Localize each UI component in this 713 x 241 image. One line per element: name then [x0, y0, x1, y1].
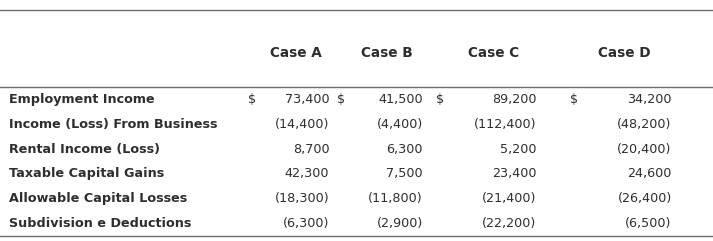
Text: 41,500: 41,500: [378, 93, 423, 106]
Text: (18,300): (18,300): [275, 192, 329, 205]
Text: Case A: Case A: [270, 46, 322, 60]
Text: $: $: [570, 93, 578, 106]
Text: 34,200: 34,200: [627, 93, 672, 106]
Text: 24,600: 24,600: [627, 167, 672, 181]
Text: Case B: Case B: [361, 46, 413, 60]
Text: (14,400): (14,400): [275, 118, 329, 131]
Text: (6,300): (6,300): [283, 217, 329, 230]
Text: (11,800): (11,800): [368, 192, 423, 205]
Text: Case D: Case D: [597, 46, 650, 60]
Text: (4,400): (4,400): [376, 118, 423, 131]
Text: Taxable Capital Gains: Taxable Capital Gains: [9, 167, 164, 181]
Text: 8,700: 8,700: [293, 142, 329, 155]
Text: (26,400): (26,400): [617, 192, 672, 205]
Text: 89,200: 89,200: [492, 93, 536, 106]
Text: $: $: [248, 93, 256, 106]
Text: (20,400): (20,400): [617, 142, 672, 155]
Text: $: $: [436, 93, 444, 106]
Text: Allowable Capital Losses: Allowable Capital Losses: [9, 192, 187, 205]
Text: Rental Income (Loss): Rental Income (Loss): [9, 142, 160, 155]
Text: (48,200): (48,200): [617, 118, 672, 131]
Text: 5,200: 5,200: [500, 142, 536, 155]
Text: $: $: [337, 93, 344, 106]
Text: 42,300: 42,300: [285, 167, 329, 181]
Text: 23,400: 23,400: [492, 167, 536, 181]
Text: 73,400: 73,400: [284, 93, 329, 106]
Text: Income (Loss) From Business: Income (Loss) From Business: [9, 118, 217, 131]
Text: (21,400): (21,400): [482, 192, 536, 205]
Text: Case C: Case C: [468, 46, 519, 60]
Text: Subdivision e Deductions: Subdivision e Deductions: [9, 217, 191, 230]
Text: (6,500): (6,500): [625, 217, 672, 230]
Text: (112,400): (112,400): [473, 118, 536, 131]
Text: Employment Income: Employment Income: [9, 93, 154, 106]
Text: 6,300: 6,300: [386, 142, 423, 155]
Text: (2,900): (2,900): [376, 217, 423, 230]
Text: (22,200): (22,200): [482, 217, 536, 230]
Text: 7,500: 7,500: [386, 167, 423, 181]
